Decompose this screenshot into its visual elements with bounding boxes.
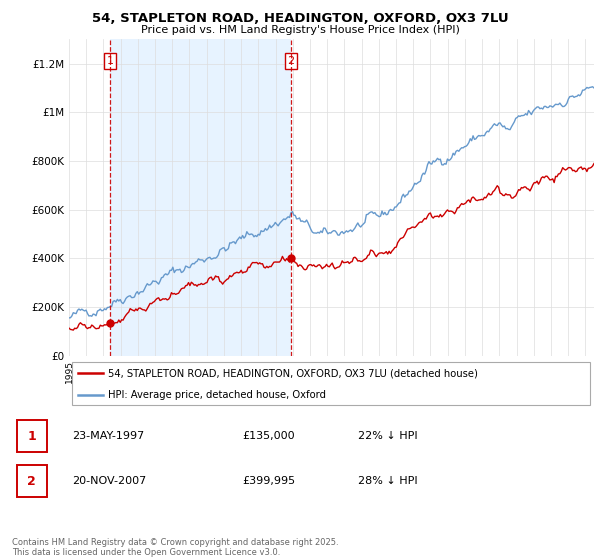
FancyBboxPatch shape	[17, 420, 47, 452]
Text: HPI: Average price, detached house, Oxford: HPI: Average price, detached house, Oxfo…	[109, 390, 326, 400]
Text: 22% ↓ HPI: 22% ↓ HPI	[358, 431, 417, 441]
Text: £135,000: £135,000	[242, 431, 295, 441]
Text: Price paid vs. HM Land Registry's House Price Index (HPI): Price paid vs. HM Land Registry's House …	[140, 25, 460, 35]
Text: 1: 1	[27, 430, 36, 443]
Text: Contains HM Land Registry data © Crown copyright and database right 2025.
This d: Contains HM Land Registry data © Crown c…	[12, 538, 338, 557]
Text: £399,995: £399,995	[242, 476, 296, 486]
FancyBboxPatch shape	[71, 362, 590, 405]
Text: 20-NOV-2007: 20-NOV-2007	[73, 476, 147, 486]
FancyBboxPatch shape	[17, 465, 47, 497]
Text: 28% ↓ HPI: 28% ↓ HPI	[358, 476, 417, 486]
Text: 1: 1	[106, 56, 113, 66]
Text: 54, STAPLETON ROAD, HEADINGTON, OXFORD, OX3 7LU: 54, STAPLETON ROAD, HEADINGTON, OXFORD, …	[92, 12, 508, 25]
Text: 2: 2	[27, 474, 36, 488]
Bar	[110, 39, 291, 356]
Text: 54, STAPLETON ROAD, HEADINGTON, OXFORD, OX3 7LU (detached house): 54, STAPLETON ROAD, HEADINGTON, OXFORD, …	[109, 368, 478, 379]
Text: 2: 2	[287, 56, 295, 66]
Text: 23-MAY-1997: 23-MAY-1997	[73, 431, 145, 441]
